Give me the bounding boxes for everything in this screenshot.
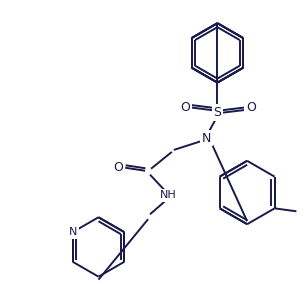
Text: N: N	[69, 227, 77, 237]
Text: NH: NH	[159, 191, 176, 201]
Text: O: O	[180, 101, 190, 114]
Text: S: S	[213, 106, 222, 119]
Text: O: O	[114, 161, 123, 174]
Text: O: O	[246, 101, 256, 114]
Text: N: N	[202, 131, 211, 145]
